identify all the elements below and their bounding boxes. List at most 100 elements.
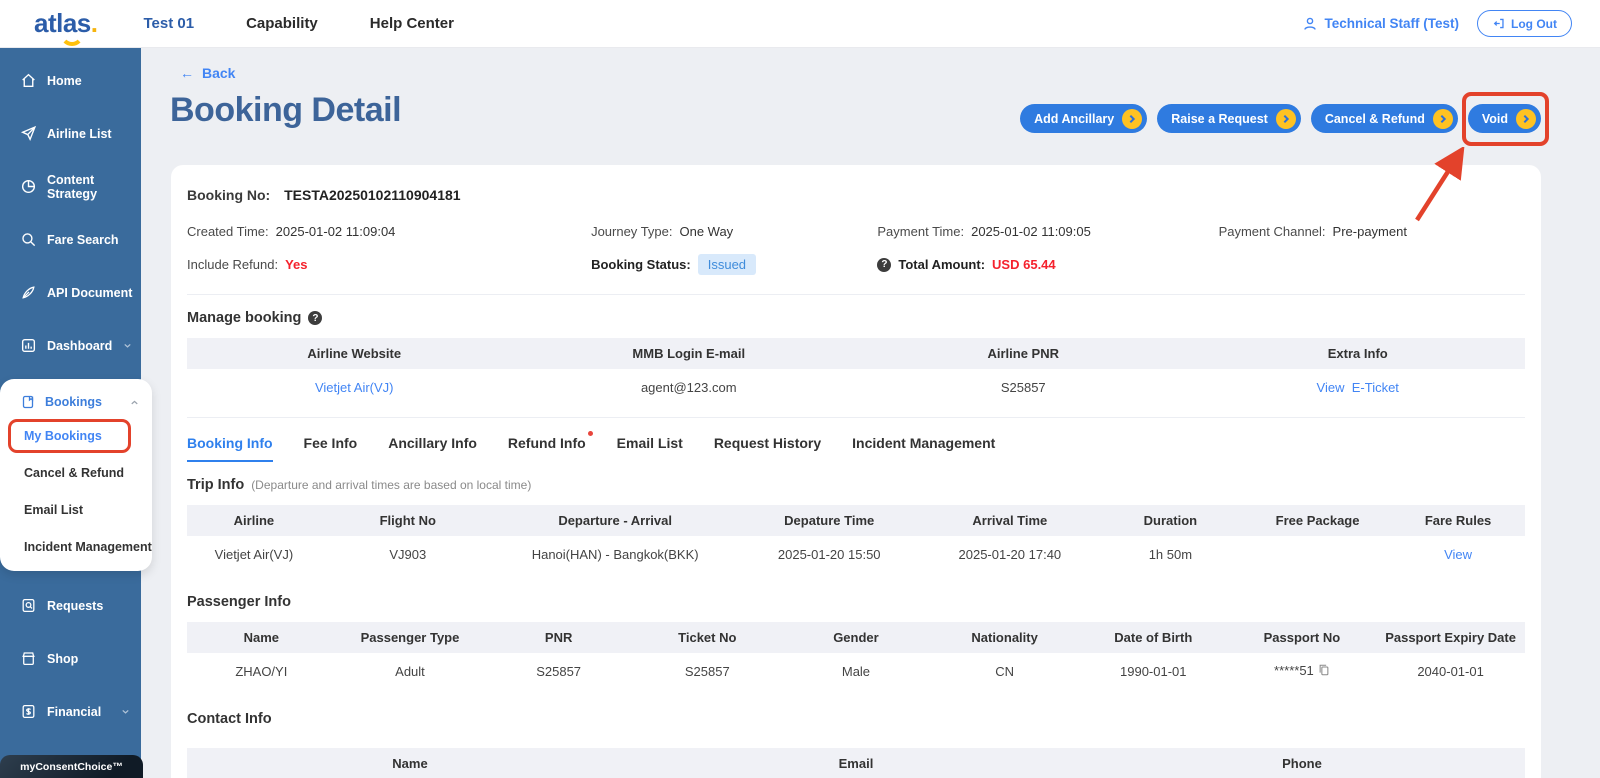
financial-document-icon (22, 705, 35, 718)
sidebar-item-email-list[interactable]: Email List (0, 491, 152, 528)
help-icon[interactable]: ? (877, 257, 892, 272)
chevron-right-icon (1432, 108, 1453, 129)
user-menu[interactable]: Technical Staff (Test) (1302, 16, 1459, 32)
bookings-submenu-panel: Bookings My Bookings Cancel & Refund Ema… (0, 379, 152, 571)
user-icon (1304, 17, 1317, 30)
top-header: atlas. Test 01 Capability Help Center Te… (0, 0, 1600, 48)
col-contact-name: Name (392, 756, 428, 771)
col-flight-no: Flight No (379, 513, 436, 528)
payment-time-value: 2025-01-02 11:09:05 (971, 224, 1091, 239)
col-extra-info: Extra Info (1327, 346, 1388, 361)
sidebar-item-financial[interactable]: Financial (0, 685, 141, 738)
contact-info-title: Contact Info (187, 711, 1525, 727)
sidebar-item-my-bookings[interactable]: My Bookings (0, 417, 152, 454)
section-label: Manage booking (187, 310, 302, 326)
pie-chart-icon (21, 179, 36, 194)
passenger-name-value: ZHAO/YI (235, 663, 288, 679)
col-contact-email: Email (838, 756, 874, 771)
manage-booking-title: Manage booking ? (187, 310, 1525, 326)
passport-no-value: *****51 (1274, 663, 1314, 678)
nav-test01[interactable]: Test 01 (143, 15, 195, 32)
nav-help-center[interactable]: Help Center (369, 15, 454, 32)
search-icon (22, 233, 36, 247)
consent-label: myConsentChoice™ (20, 761, 123, 773)
payment-channel-value: Pre-payment (1332, 224, 1407, 239)
nav-capability[interactable]: Capability (246, 15, 318, 32)
fare-rules-view-link[interactable]: View (1444, 546, 1473, 562)
bar-chart-icon (21, 338, 36, 353)
tab-fee-info[interactable]: Fee Info (303, 435, 358, 451)
col-mmb-login-email: MMB Login E-mail (632, 346, 746, 361)
logo-dot: . (90, 8, 98, 38)
document-search-icon (22, 599, 35, 612)
void-button[interactable]: Void (1467, 104, 1541, 133)
col-duration: Duration (1143, 513, 1198, 528)
back-label: Back (202, 65, 236, 81)
atlas-logo[interactable]: atlas. (34, 8, 102, 46)
button-label: Raise a Request (1171, 111, 1268, 126)
add-ancillary-button[interactable]: Add Ancillary (1020, 104, 1148, 133)
include-refund-label: Include Refund: (187, 257, 279, 272)
sidebar-item-shop[interactable]: Shop (0, 632, 141, 685)
passenger-info-title: Passenger Info (187, 594, 1525, 610)
booking-no-value: TESTA20250102110904181 (284, 187, 461, 203)
chevron-right-icon (1516, 108, 1536, 129)
sidebar-item-label: Incident Management (24, 539, 152, 554)
payment-channel-label: Payment Channel: (1218, 224, 1326, 239)
logout-icon (1493, 18, 1504, 29)
airline-website-link[interactable]: Vietjet Air(VJ) (314, 379, 394, 395)
mmb-login-email-value: agent@123.com (640, 379, 737, 395)
button-label: Void (1481, 111, 1508, 126)
col-departure-time: Depature Time (784, 513, 875, 528)
sidebar-item-label: API Document (47, 285, 133, 300)
tab-incident-management[interactable]: Incident Management (852, 435, 996, 451)
sidebar-item-incident-management[interactable]: Incident Management (0, 528, 152, 565)
tab-refund-info[interactable]: Refund Info (508, 431, 593, 460)
raise-a-request-button[interactable]: Raise a Request (1157, 104, 1301, 133)
copy-icon[interactable] (1318, 664, 1330, 679)
col-name: Name (243, 630, 280, 645)
sidebar-item-fare-search[interactable]: Fare Search (0, 213, 141, 266)
back-button[interactable]: ← Back (180, 65, 235, 81)
arrival-time-value: 2025-01-20 17:40 (958, 546, 1062, 562)
sidebar-item-dashboard[interactable]: Dashboard (0, 319, 141, 372)
sidebar-item-airline-list[interactable]: Airline List (0, 107, 141, 160)
col-passenger-type: Passenger Type (360, 630, 460, 645)
sidebar-item-home[interactable]: Home (0, 54, 141, 107)
nationality-value: CN (995, 663, 1014, 679)
created-time-label: Created Time: (187, 224, 269, 239)
logout-button[interactable]: Log Out (1477, 10, 1572, 37)
tab-ancillary-info[interactable]: Ancillary Info (388, 435, 477, 451)
trip-info-title: Trip Info (Departure and arrival times a… (187, 477, 1525, 493)
chevron-right-icon (1275, 108, 1296, 129)
sidebar-item-api-document[interactable]: API Document (0, 266, 141, 319)
button-label: Cancel & Refund (1324, 111, 1425, 126)
view-link[interactable]: View (1316, 379, 1345, 395)
consent-banner[interactable]: myConsentChoice™ (0, 755, 143, 778)
cancel-refund-button[interactable]: Cancel & Refund (1310, 104, 1458, 133)
contact-info-table: Name Email Phone (187, 748, 1525, 778)
tab-booking-info[interactable]: Booking Info (187, 435, 273, 462)
sidebar-item-cancel-refund[interactable]: Cancel & Refund (0, 454, 152, 491)
col-ticket-no: Ticket No (678, 630, 737, 645)
help-icon[interactable]: ? (308, 311, 323, 325)
col-arrival-time: Arrival Time (972, 513, 1048, 528)
col-passport-expiry-date: Passport Expiry Date (1385, 630, 1516, 645)
summary-row-2: Include Refund: Yes Booking Status: Issued… (187, 254, 1525, 275)
tab-request-history[interactable]: Request History (713, 435, 822, 451)
back-arrow-icon: ← (180, 65, 194, 81)
e-ticket-link[interactable]: E-Ticket (1351, 379, 1399, 395)
sidebar-item-content-strategy[interactable]: Content Strategy (0, 160, 141, 213)
tab-email-list[interactable]: Email List (616, 435, 683, 451)
payment-time-label: Payment Time: (877, 224, 965, 239)
col-free-package: Free Package (1275, 513, 1360, 528)
sidebar-item-bookings[interactable]: Bookings (0, 387, 152, 417)
col-fare-rules: Fare Rules (1424, 513, 1492, 528)
table-header-row: Name Passenger Type PNR Ticket No Gender… (187, 622, 1525, 653)
passenger-info-table: Name Passenger Type PNR Ticket No Gender… (187, 622, 1525, 689)
table-row: ZHAO/YI Adult S25857 S25857 Male CN 1990… (187, 653, 1525, 689)
booking-no-row: Booking No: TESTA20250102110904181 (187, 165, 1525, 203)
ticket-no-value: S25857 (684, 663, 730, 679)
col-date-of-birth: Date of Birth (1114, 630, 1193, 645)
sidebar-item-requests[interactable]: Requests (0, 579, 141, 632)
